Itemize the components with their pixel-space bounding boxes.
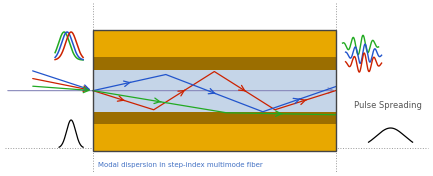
Bar — [93, 124, 336, 151]
Text: Modal dispersion in step-index multimode fiber: Modal dispersion in step-index multimode… — [98, 162, 263, 168]
Bar — [93, 30, 336, 57]
Bar — [93, 112, 336, 124]
Text: Pulse Spreading: Pulse Spreading — [354, 100, 421, 109]
Bar — [93, 30, 336, 151]
Bar — [93, 70, 336, 112]
Bar — [93, 57, 336, 70]
